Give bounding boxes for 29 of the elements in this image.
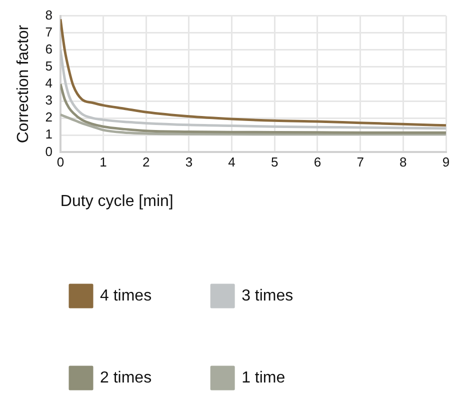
legend-label: 4 times bbox=[100, 287, 152, 304]
legend-label: 1 time bbox=[242, 369, 286, 386]
x-tick-label: 9 bbox=[442, 154, 450, 170]
x-tick-label: 6 bbox=[314, 154, 322, 170]
y-tick-label: 0 bbox=[45, 144, 52, 159]
x-tick-label: 5 bbox=[271, 154, 278, 170]
y-axis-title: Correction factor bbox=[15, 24, 32, 144]
line-series bbox=[60, 82, 446, 134]
line-series bbox=[60, 48, 446, 130]
x-tick-label: 3 bbox=[185, 154, 193, 170]
y-tick-label: 5 bbox=[45, 58, 52, 74]
y-tick-label: 3 bbox=[45, 92, 52, 108]
x-axis-title: Duty cycle [min] bbox=[60, 192, 174, 210]
y-tick-label: 1 bbox=[45, 126, 52, 142]
x-tick-label: 0 bbox=[56, 154, 64, 170]
x-tick-label: 7 bbox=[356, 154, 364, 170]
legend-label: 3 times bbox=[242, 287, 294, 304]
line-series bbox=[60, 18, 446, 127]
line-series bbox=[60, 113, 446, 136]
x-tick-label: 8 bbox=[400, 154, 407, 170]
x-tick-label: 1 bbox=[100, 154, 107, 170]
legend-label: 2 times bbox=[100, 369, 152, 386]
y-tick-label: 2 bbox=[45, 110, 52, 125]
x-tick-label: 2 bbox=[142, 154, 150, 170]
y-tick-label: 4 bbox=[45, 76, 52, 91]
y-tick-label: 8 bbox=[45, 7, 52, 22]
x-tick-label: 4 bbox=[228, 154, 236, 170]
y-tick-label: 7 bbox=[45, 24, 52, 40]
y-tick-label: 6 bbox=[45, 41, 52, 56]
